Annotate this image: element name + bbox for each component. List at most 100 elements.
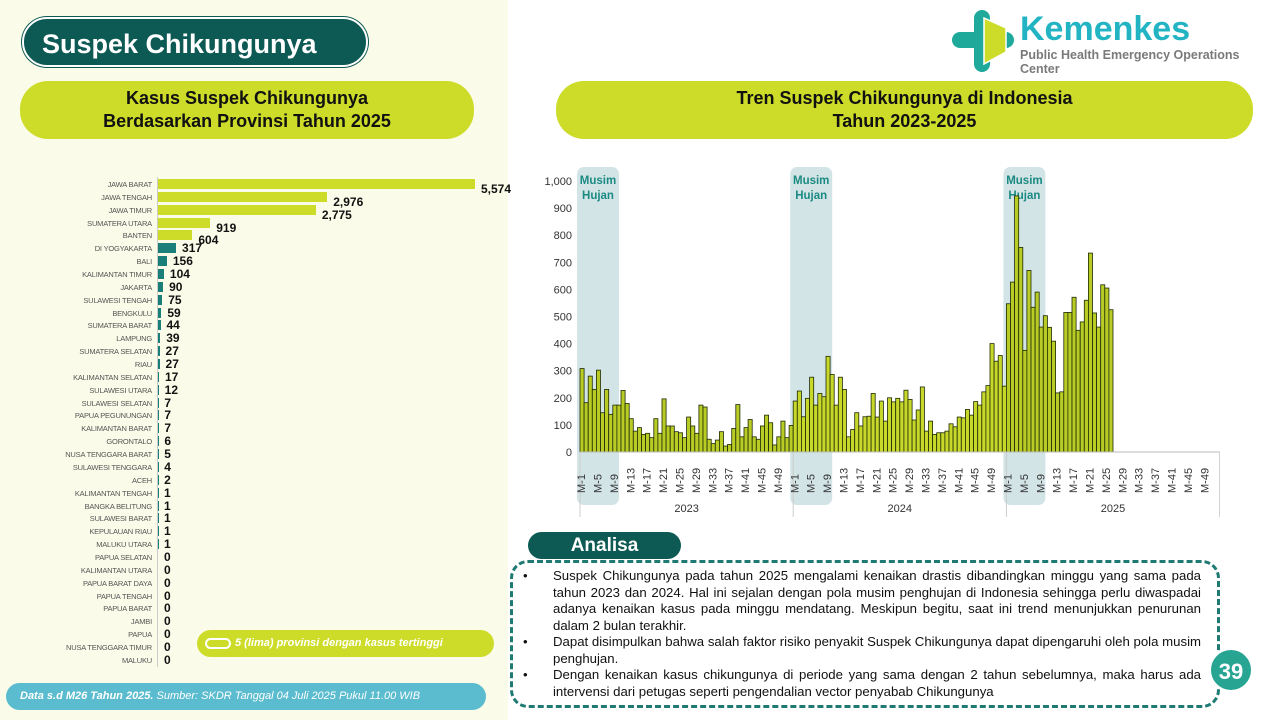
province-label: JAMBI bbox=[130, 617, 152, 627]
trend-bar bbox=[657, 432, 663, 453]
trend-bar bbox=[759, 425, 765, 453]
x-tick-label: M-41 bbox=[1166, 468, 1178, 493]
trend-chart-title: Tren Suspek Chikungunya di Indonesia Tah… bbox=[556, 81, 1253, 139]
province-chart-title: Kasus Suspek Chikungunya Berdasarkan Pro… bbox=[20, 81, 474, 139]
x-tick-label: M-29 bbox=[904, 468, 916, 493]
province-bar bbox=[158, 487, 159, 498]
x-tick-label: M-17 bbox=[642, 468, 654, 493]
trend-bar bbox=[829, 374, 835, 453]
province-label: ACEH bbox=[131, 475, 152, 485]
province-value: 2,775 bbox=[321, 207, 352, 222]
trend-bar bbox=[735, 404, 741, 453]
trend-bar bbox=[608, 413, 614, 453]
trend-bar bbox=[710, 443, 716, 453]
trend-bar bbox=[891, 401, 897, 453]
rainy-season-label: Hujan bbox=[795, 190, 827, 202]
province-value: 604 bbox=[198, 233, 219, 248]
province-label: RIAU bbox=[134, 360, 152, 370]
trend-bar bbox=[591, 388, 597, 453]
province-value: 2 bbox=[164, 472, 171, 487]
x-tick-label: M-37 bbox=[1150, 468, 1162, 493]
trend-bar bbox=[993, 360, 999, 453]
trend-bar bbox=[882, 420, 888, 453]
x-tick-label: M-21 bbox=[871, 468, 883, 493]
trend-bar bbox=[620, 390, 626, 453]
x-tick-label: M-33 bbox=[1134, 468, 1146, 493]
y-tick-label: 400 bbox=[554, 339, 572, 351]
x-tick-label: M-13 bbox=[1052, 468, 1064, 493]
province-value: 0 bbox=[164, 601, 171, 616]
trend-bar bbox=[739, 436, 745, 453]
trend-bar bbox=[780, 420, 786, 453]
trend-bar bbox=[805, 397, 810, 453]
footer-source: Sumber: SKDR Tanggal 04 Juli 2025 Pukul … bbox=[153, 690, 421, 702]
province-value: 104 bbox=[169, 267, 190, 282]
trend-bar bbox=[612, 404, 618, 453]
x-tick-label: M-29 bbox=[691, 468, 703, 493]
trend-bar bbox=[772, 444, 778, 453]
trend-bar bbox=[624, 403, 630, 453]
province-value: 156 bbox=[172, 254, 193, 269]
trend-bar bbox=[956, 416, 962, 453]
trend-bar bbox=[911, 419, 917, 453]
trend-bar bbox=[985, 385, 991, 453]
x-tick-label: M-5 bbox=[806, 474, 818, 493]
province-value: 0 bbox=[164, 549, 171, 564]
x-tick-label: M-13 bbox=[625, 468, 637, 493]
trend-bar bbox=[645, 432, 651, 453]
province-label: KALIMANTAN TENGAH bbox=[74, 488, 152, 498]
trend-bar bbox=[1034, 291, 1040, 453]
trend-bar bbox=[743, 427, 749, 453]
source-footer: Data s.d M26 Tahun 2025. Sumber: SKDR Ta… bbox=[6, 683, 486, 710]
province-bar bbox=[158, 333, 161, 344]
title-line: Berdasarkan Provinsi Tahun 2025 bbox=[103, 111, 391, 131]
y-tick-label: 1,000 bbox=[544, 176, 572, 188]
trend-bar bbox=[858, 425, 864, 453]
province-label: SULAWESI UTARA bbox=[89, 385, 152, 395]
trend-bar bbox=[932, 433, 938, 453]
x-tick-label: M-33 bbox=[707, 468, 719, 493]
x-tick-label: M-5 bbox=[592, 474, 604, 493]
y-tick-label: 900 bbox=[554, 203, 572, 215]
trend-bar bbox=[673, 431, 679, 453]
trend-bar bbox=[632, 430, 638, 453]
province-value: 4 bbox=[164, 459, 171, 474]
province-bar bbox=[158, 384, 159, 395]
province-bar-chart: JAWA BARAT 5,574 JAWA TENGAH 2,976 JAWA TIMU… bbox=[0, 0, 511, 680]
trend-bar bbox=[923, 430, 929, 453]
province-label: BANGKA BELITUNG bbox=[84, 501, 153, 511]
trend-bar bbox=[604, 388, 610, 453]
year-label: 2025 bbox=[1101, 503, 1125, 515]
kemenkes-logo: Kemenkes Public Health Emergency Operati… bbox=[950, 8, 1280, 78]
province-bar bbox=[158, 217, 211, 228]
province-value: 1 bbox=[164, 511, 171, 526]
province-bar bbox=[158, 397, 159, 408]
y-tick-label: 100 bbox=[554, 420, 572, 432]
trend-bar bbox=[1038, 326, 1044, 453]
trend-bar bbox=[944, 430, 950, 453]
province-label: JAKARTA bbox=[120, 282, 152, 292]
trend-bar bbox=[628, 418, 634, 453]
province-label: KALIMANTAN BARAT bbox=[81, 424, 152, 434]
rainy-season-label: Musim bbox=[1006, 175, 1042, 187]
trend-bar bbox=[977, 404, 983, 453]
trend-bar bbox=[825, 355, 831, 453]
province-value: 7 bbox=[164, 421, 172, 436]
province-label: KALIMANTAN TIMUR bbox=[82, 270, 152, 280]
province-value: 27 bbox=[165, 357, 179, 372]
footer-data-note: Data s.d M26 Tahun 2025. bbox=[20, 690, 154, 702]
province-label: BENGKULU bbox=[112, 308, 152, 318]
province-label: BANTEN bbox=[122, 231, 152, 241]
province-bar bbox=[158, 346, 160, 357]
trend-bar bbox=[940, 432, 946, 453]
analisa-point: Dengan kenaikan kasus chikungunya di per… bbox=[523, 667, 1201, 700]
province-bar bbox=[158, 371, 159, 382]
trend-bar bbox=[755, 438, 761, 453]
province-value: 0 bbox=[164, 627, 171, 642]
x-tick-label: M-41 bbox=[953, 468, 965, 493]
trend-bar bbox=[665, 425, 671, 453]
trend-bar bbox=[677, 432, 683, 453]
trend-bar bbox=[1104, 287, 1110, 453]
x-tick-label: M-49 bbox=[986, 468, 998, 493]
y-tick-label: 0 bbox=[566, 447, 572, 459]
